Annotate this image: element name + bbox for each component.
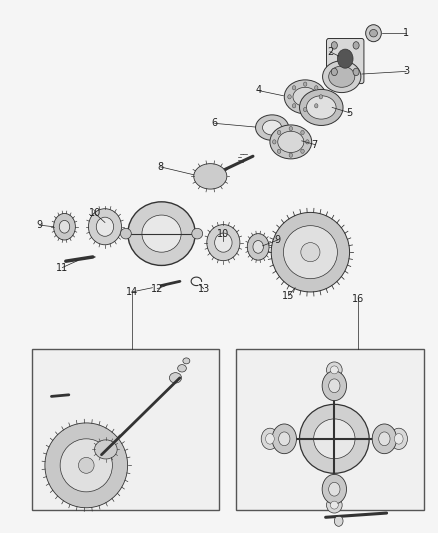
Circle shape [372,424,396,454]
Circle shape [288,95,291,99]
Circle shape [304,82,307,86]
Text: 2: 2 [327,47,333,56]
Ellipse shape [307,96,336,119]
Ellipse shape [394,433,403,444]
Text: 9: 9 [275,235,281,245]
Text: 1: 1 [403,28,409,38]
Ellipse shape [293,87,318,107]
Ellipse shape [300,90,343,125]
Ellipse shape [247,233,269,260]
Ellipse shape [178,365,186,372]
Text: 3: 3 [403,67,409,76]
Ellipse shape [328,66,355,87]
Ellipse shape [262,120,282,135]
Text: 12: 12 [151,284,163,294]
Circle shape [272,140,276,144]
Ellipse shape [366,25,381,42]
Text: 10: 10 [217,229,230,239]
Ellipse shape [45,423,127,508]
Text: 15: 15 [283,290,295,301]
Text: 11: 11 [56,263,68,272]
Circle shape [319,95,322,99]
Ellipse shape [270,125,312,159]
Ellipse shape [265,433,274,444]
Text: 6: 6 [212,118,218,128]
Ellipse shape [192,228,203,239]
Ellipse shape [95,440,117,459]
Ellipse shape [326,362,342,378]
Ellipse shape [278,131,304,152]
Circle shape [337,49,353,68]
Ellipse shape [255,115,289,140]
Ellipse shape [300,405,369,473]
Ellipse shape [78,457,94,473]
Circle shape [272,424,297,454]
Ellipse shape [326,497,342,513]
Circle shape [292,86,296,90]
Text: 5: 5 [346,108,353,118]
Ellipse shape [142,215,181,252]
Circle shape [314,104,318,108]
Circle shape [301,149,304,154]
Bar [32,349,219,511]
Circle shape [279,432,290,446]
Bar [237,349,424,511]
Ellipse shape [183,358,190,364]
Circle shape [301,131,304,135]
Ellipse shape [120,228,131,239]
Ellipse shape [207,224,240,261]
Text: 9: 9 [37,220,43,230]
Text: 10: 10 [89,208,101,219]
Ellipse shape [128,202,195,265]
Ellipse shape [59,220,70,233]
Circle shape [306,140,309,144]
Ellipse shape [261,428,279,449]
Circle shape [277,131,281,135]
Circle shape [289,126,293,131]
Ellipse shape [96,217,114,236]
Circle shape [328,379,340,393]
Ellipse shape [194,164,227,189]
Circle shape [277,149,281,154]
Text: 13: 13 [198,284,210,294]
Ellipse shape [88,209,121,245]
Circle shape [322,371,346,401]
Circle shape [292,104,296,108]
Circle shape [331,42,337,49]
Ellipse shape [284,80,326,114]
Text: 7: 7 [311,140,318,150]
Circle shape [314,86,318,90]
Ellipse shape [330,501,338,509]
Text: 4: 4 [255,85,261,95]
Ellipse shape [314,419,355,459]
Text: 8: 8 [157,162,163,172]
Ellipse shape [390,428,407,449]
Ellipse shape [370,29,378,37]
Circle shape [304,108,307,112]
Text: 16: 16 [352,294,364,304]
Circle shape [289,153,293,157]
Circle shape [379,432,390,446]
Ellipse shape [322,61,361,93]
Ellipse shape [330,366,338,374]
Circle shape [328,482,340,496]
Ellipse shape [170,373,182,383]
Ellipse shape [271,213,350,292]
Ellipse shape [253,240,263,253]
Circle shape [334,516,343,526]
Ellipse shape [53,214,75,240]
Circle shape [331,68,337,76]
Ellipse shape [301,243,320,262]
Ellipse shape [283,225,337,279]
Circle shape [353,42,359,49]
FancyBboxPatch shape [326,38,364,84]
Circle shape [322,474,346,504]
Ellipse shape [215,233,232,252]
Text: 14: 14 [126,287,138,297]
Ellipse shape [60,439,113,492]
Circle shape [353,68,359,76]
